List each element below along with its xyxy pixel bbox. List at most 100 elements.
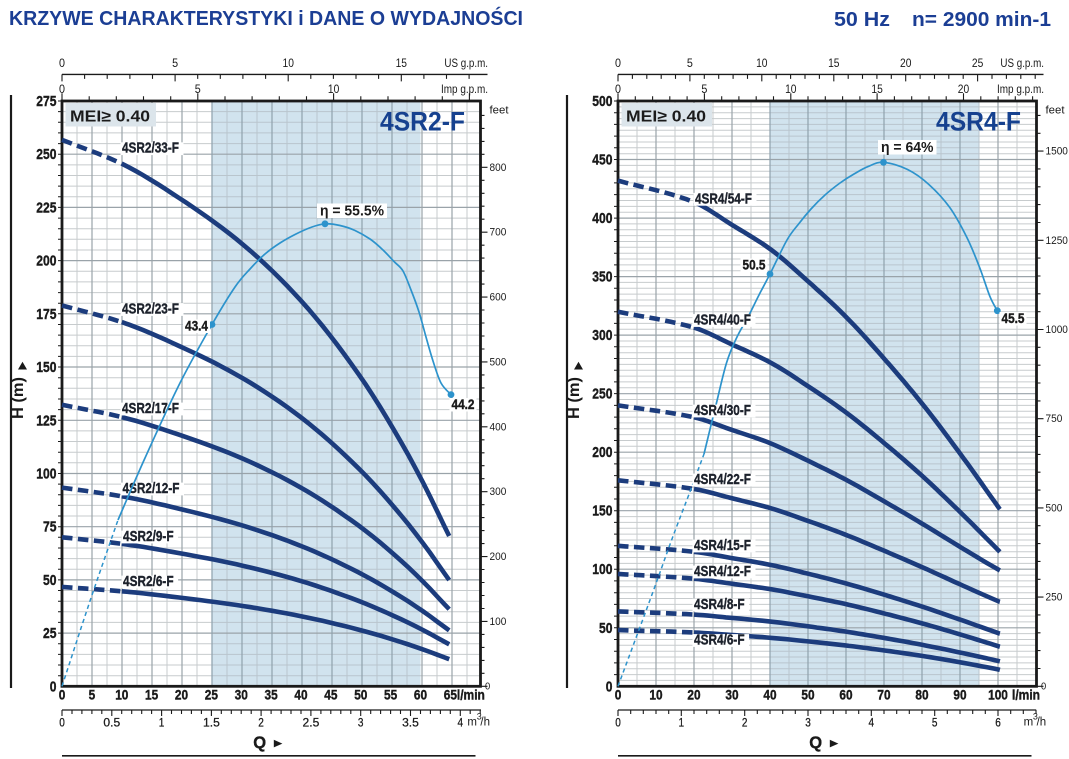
svg-text:10: 10: [283, 56, 295, 70]
svg-text:10: 10: [328, 82, 340, 96]
svg-text:KRZYWE CHARAKTERYSTYKI i DANE: KRZYWE CHARAKTERYSTYKI i DANE O WYDAJNOŚ…: [9, 6, 523, 30]
svg-text:0: 0: [615, 82, 621, 96]
svg-text:0: 0: [50, 678, 57, 695]
svg-text:20: 20: [958, 82, 970, 96]
svg-text:MEI≥ 0.40: MEI≥ 0.40: [70, 109, 150, 126]
svg-text:30: 30: [725, 687, 738, 703]
svg-text:3: 3: [477, 712, 482, 722]
svg-text:0: 0: [485, 682, 491, 693]
svg-text:90: 90: [953, 687, 966, 703]
svg-text:100: 100: [36, 466, 56, 483]
svg-text:70: 70: [877, 687, 890, 703]
svg-text:4SR2/33-F: 4SR2/33-F: [122, 141, 179, 157]
svg-text:200: 200: [490, 551, 507, 563]
svg-text:200: 200: [36, 253, 56, 270]
svg-text:1000: 1000: [1046, 324, 1068, 336]
svg-text:10: 10: [115, 687, 128, 703]
svg-text:5: 5: [172, 56, 178, 70]
svg-text:275: 275: [36, 93, 56, 110]
svg-text:5: 5: [89, 687, 96, 703]
svg-text:4SR4/15-F: 4SR4/15-F: [694, 538, 751, 554]
svg-text:500: 500: [490, 356, 507, 368]
svg-text:175: 175: [36, 306, 56, 323]
svg-text:4SR4/40-F: 4SR4/40-F: [694, 313, 751, 329]
svg-text:5: 5: [195, 82, 201, 96]
svg-text:80: 80: [915, 687, 928, 703]
svg-text:m: m: [467, 717, 477, 729]
svg-text:4SR2/6-F: 4SR2/6-F: [123, 574, 174, 590]
svg-text:Q: Q: [809, 734, 822, 752]
svg-text:400: 400: [592, 210, 612, 227]
svg-text:1250: 1250: [1046, 235, 1068, 247]
svg-text:60: 60: [414, 687, 427, 703]
svg-text:6: 6: [995, 718, 1001, 730]
svg-text:US g.p.m.: US g.p.m.: [444, 58, 488, 70]
svg-text:250: 250: [1046, 592, 1063, 604]
svg-text:0: 0: [59, 687, 66, 703]
svg-text:0: 0: [1041, 682, 1047, 693]
svg-text:1: 1: [679, 718, 685, 730]
svg-text:300: 300: [592, 327, 612, 344]
svg-text:25: 25: [43, 625, 57, 642]
svg-text:4SR4/30-F: 4SR4/30-F: [694, 403, 751, 419]
svg-text:4SR4/6-F: 4SR4/6-F: [694, 633, 745, 649]
svg-text:2: 2: [742, 718, 748, 730]
svg-text:35: 35: [265, 687, 278, 703]
svg-text:/h: /h: [480, 717, 490, 729]
svg-text:50 Hz: 50 Hz: [834, 9, 890, 31]
svg-text:5: 5: [687, 56, 693, 70]
svg-text:H (m): H (m): [10, 377, 27, 419]
svg-text:800: 800: [490, 162, 507, 174]
svg-text:η = 64%: η = 64%: [881, 139, 934, 156]
svg-text:44.2: 44.2: [452, 397, 475, 412]
svg-text:700: 700: [490, 227, 507, 239]
svg-text:4SR2/23-F: 4SR2/23-F: [122, 302, 179, 318]
svg-text:225: 225: [36, 199, 56, 216]
svg-text:0: 0: [59, 718, 65, 730]
svg-text:η = 55.5%: η = 55.5%: [320, 203, 384, 220]
svg-text:5: 5: [932, 718, 938, 730]
svg-text:3: 3: [1033, 712, 1038, 722]
svg-text:43.4: 43.4: [185, 319, 208, 334]
svg-text:feet: feet: [1046, 105, 1065, 117]
svg-text:200: 200: [592, 444, 612, 461]
svg-text:20: 20: [175, 687, 188, 703]
svg-text:l/min: l/min: [457, 687, 485, 703]
svg-text:100: 100: [988, 687, 1008, 703]
svg-text:m: m: [1024, 717, 1034, 729]
svg-text:20: 20: [900, 56, 912, 70]
svg-text:45: 45: [324, 687, 337, 703]
svg-text:15: 15: [145, 687, 158, 703]
svg-text:150: 150: [592, 503, 612, 520]
svg-text:4SR4/12-F: 4SR4/12-F: [694, 564, 751, 580]
svg-text:15: 15: [396, 56, 408, 70]
svg-text:4: 4: [458, 718, 464, 730]
svg-text:50: 50: [801, 687, 814, 703]
svg-text:0.5: 0.5: [103, 718, 120, 730]
svg-text:4SR4-F: 4SR4-F: [936, 107, 1021, 137]
svg-text:25: 25: [972, 56, 984, 70]
svg-text:300: 300: [490, 486, 507, 498]
svg-text:l/min: l/min: [1012, 687, 1040, 703]
svg-text:15: 15: [828, 56, 840, 70]
svg-text:0: 0: [615, 687, 622, 703]
svg-text:10: 10: [785, 82, 797, 96]
svg-text:45.5: 45.5: [1002, 311, 1025, 326]
svg-text:65: 65: [444, 687, 457, 703]
svg-text:600: 600: [490, 292, 507, 304]
svg-text:0: 0: [606, 678, 613, 695]
svg-text:25: 25: [205, 687, 218, 703]
svg-text:3.5: 3.5: [402, 718, 419, 730]
svg-text:20: 20: [687, 687, 700, 703]
svg-text:10: 10: [756, 56, 768, 70]
svg-text:125: 125: [36, 412, 56, 429]
svg-text:4: 4: [869, 718, 875, 730]
svg-text:0: 0: [59, 56, 65, 70]
svg-text:100: 100: [592, 561, 612, 578]
svg-text:50: 50: [599, 620, 613, 637]
svg-text:10: 10: [649, 687, 662, 703]
svg-text:MEI≥ 0.40: MEI≥ 0.40: [626, 109, 706, 126]
svg-text:US g.p.m.: US g.p.m.: [1000, 58, 1044, 70]
svg-text:350: 350: [592, 269, 612, 286]
svg-text:450: 450: [592, 152, 612, 169]
